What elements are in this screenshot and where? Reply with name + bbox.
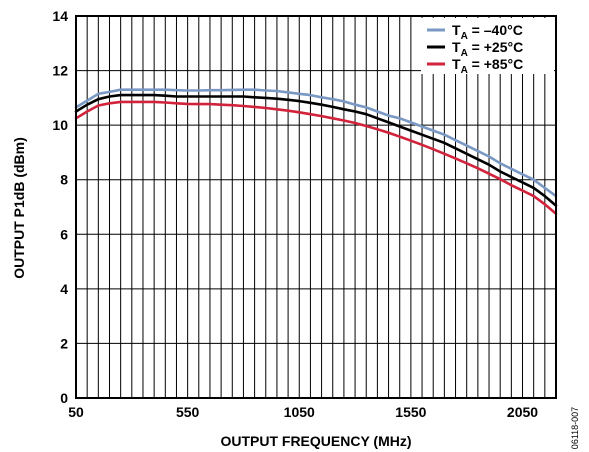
y-tick-label: 2 (60, 335, 68, 351)
series-line-3 (74, 100, 558, 216)
grid (76, 16, 556, 398)
series-line-1 (74, 88, 558, 198)
y-axis-title: OUTPUT P1dB (dBm) (11, 137, 27, 279)
legend-label-3: TA = +85°C (452, 56, 523, 76)
y-tick-label: 0 (60, 390, 68, 406)
x-tick-label: 550 (176, 404, 200, 420)
x-tick-label: 1050 (284, 404, 315, 420)
y-tick-label: 6 (60, 226, 68, 242)
tick-labels: 50 550 1050 1550 2050 0 2 4 6 8 10 12 14 (52, 8, 538, 420)
x-tick-label: 2050 (507, 404, 538, 420)
y-tick-label: 10 (52, 117, 68, 133)
y-tick-label: 4 (60, 281, 68, 297)
x-axis-title: OUTPUT FREQUENCY (MHz) (220, 433, 411, 449)
figure-code: 06118-007 (570, 407, 580, 449)
plot-frame (75, 15, 557, 399)
series-line-2 (74, 93, 558, 207)
legend-label-1: TA = –40°C (452, 22, 523, 42)
legend-label-2: TA = +25°C (452, 39, 523, 59)
x-tick-label: 1550 (395, 404, 426, 420)
y-tick-label: 14 (52, 8, 68, 24)
y-tick-label: 8 (60, 172, 68, 188)
y-tick-label: 12 (52, 63, 68, 79)
x-tick-label: 50 (68, 404, 84, 420)
legend: TA = –40°CTA = +25°CTA = +85°C (421, 18, 554, 76)
series-layer (74, 88, 558, 216)
